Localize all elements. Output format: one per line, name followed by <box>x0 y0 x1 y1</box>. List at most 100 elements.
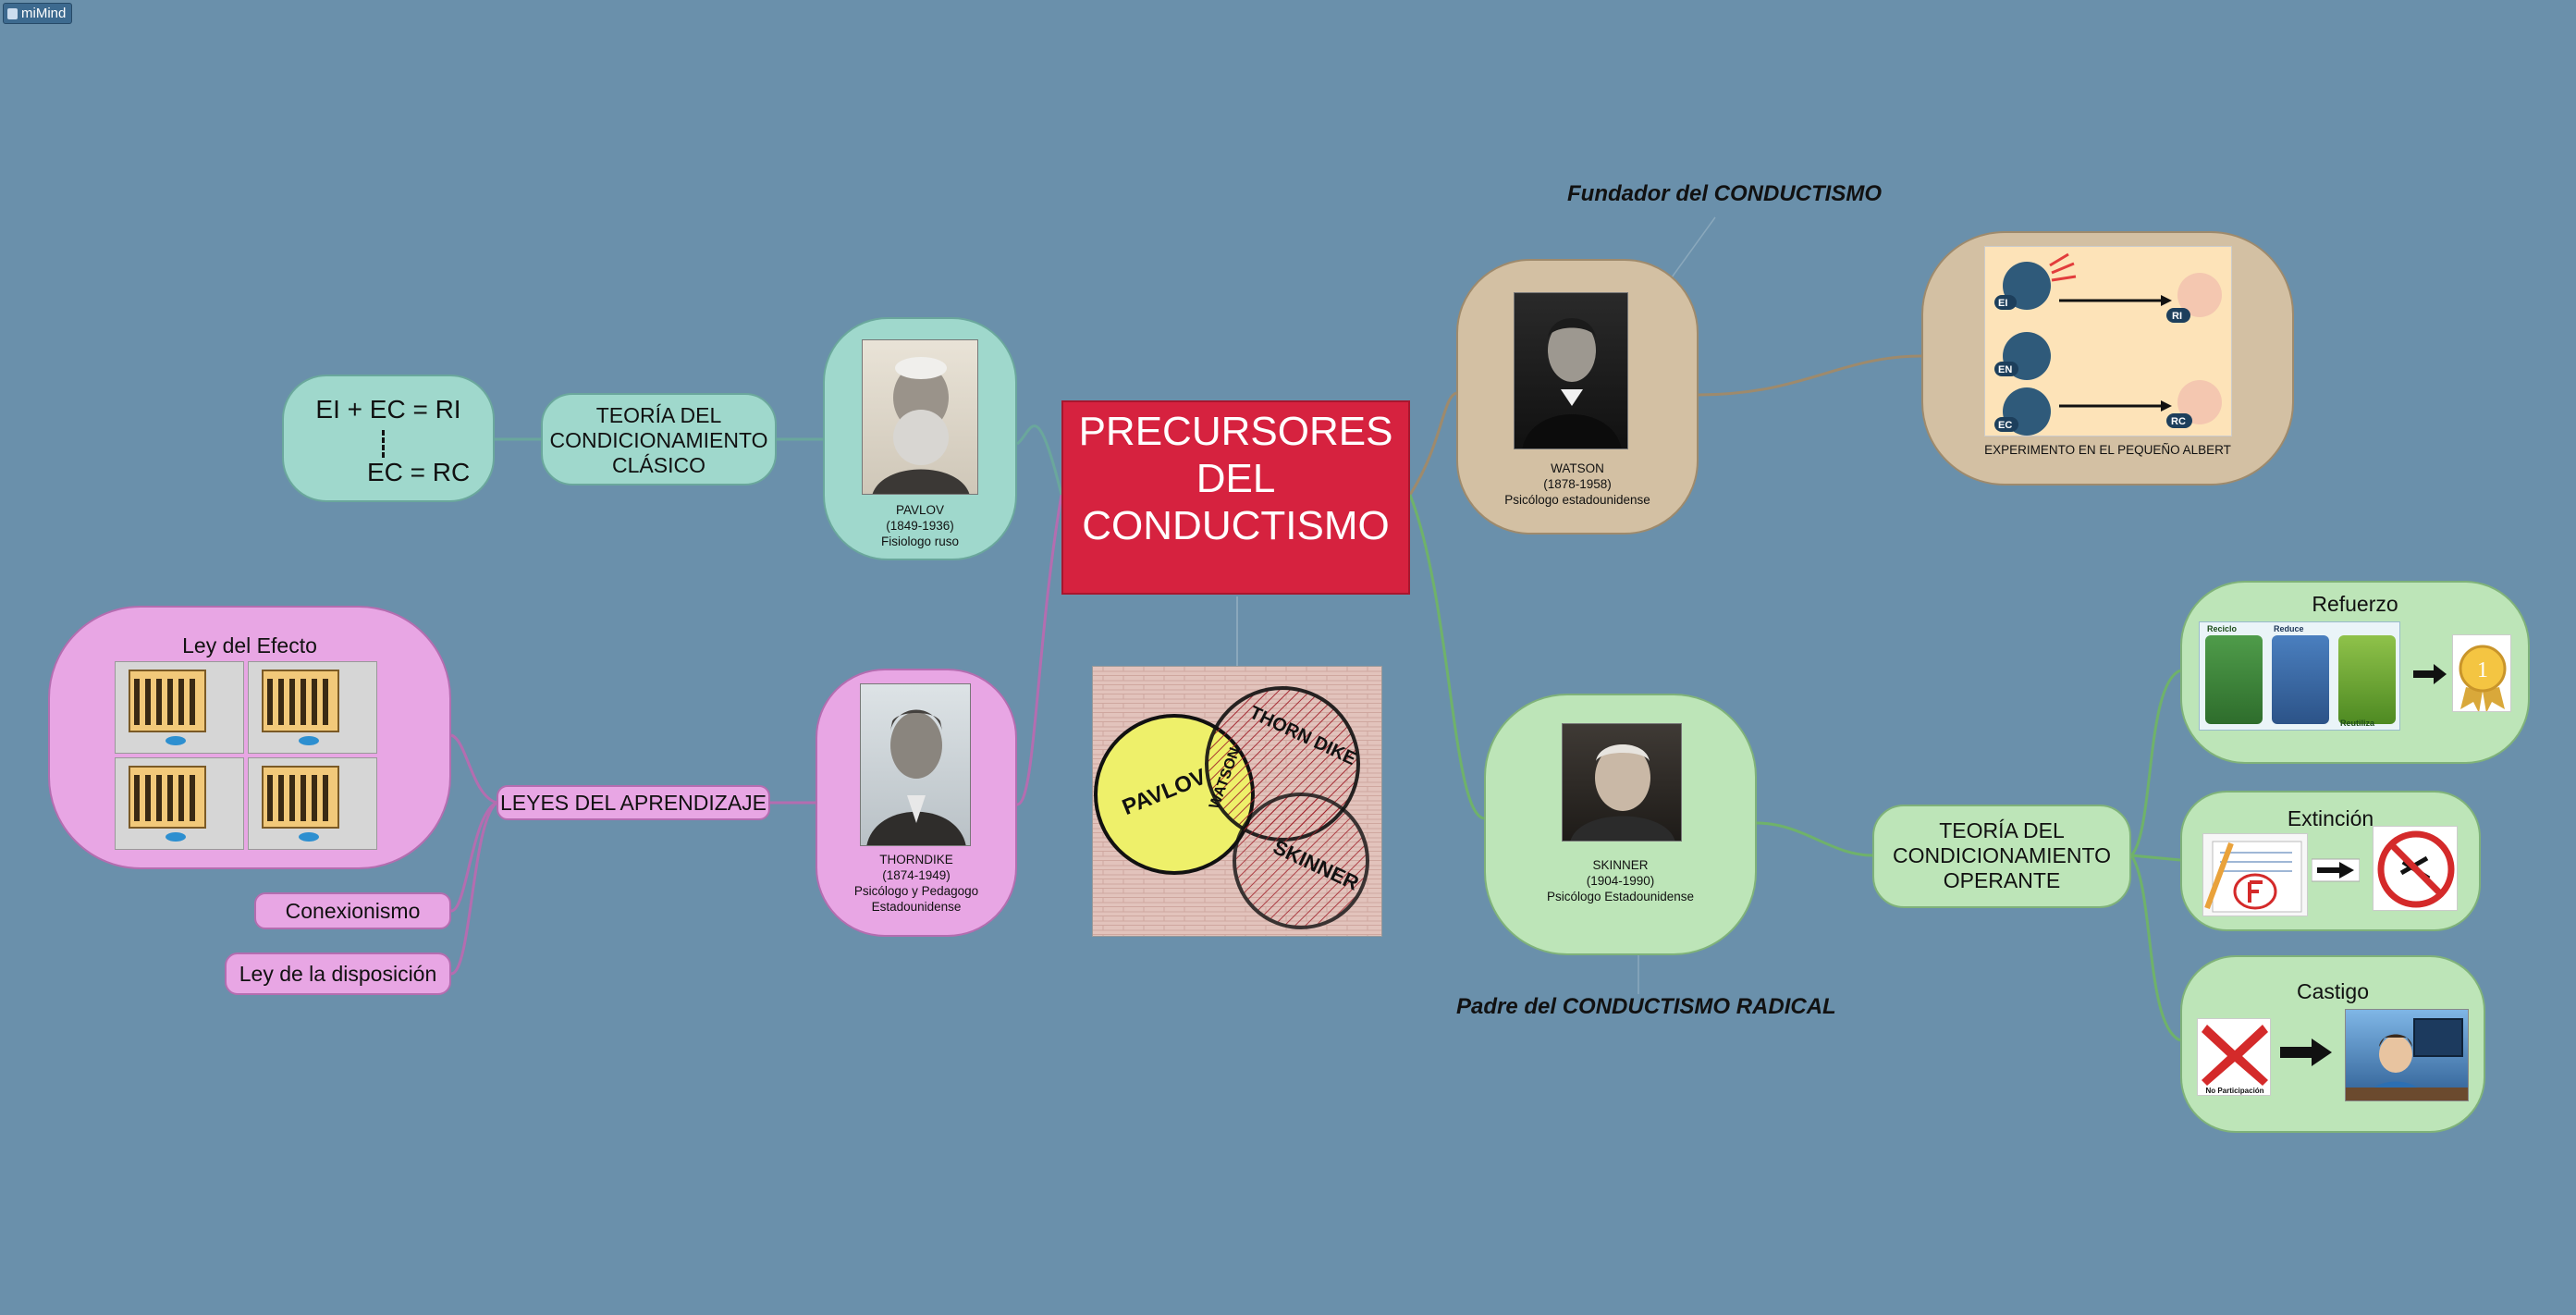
label-ei: EI <box>1998 298 2007 309</box>
arrow-right-icon <box>2280 1038 2332 1066</box>
classical-line-2: CONDICIONAMIENTO <box>549 428 768 452</box>
pavlov-name: PAVLOV <box>895 503 945 517</box>
thorndike-name: THORNDIKE <box>879 853 953 866</box>
label-ri: RI <box>2172 311 2182 322</box>
little-albert-drawing: EI RI EN EC RC <box>1994 252 2222 436</box>
watson-node[interactable]: WATSON (1878-1958) Psicólogo estadounide… <box>1456 259 1699 535</box>
stressed-student-image <box>2345 1009 2469 1101</box>
law-of-disposition-node[interactable]: Ley de la disposición <box>225 952 451 995</box>
formula-top: EI + EC = RI <box>315 395 461 424</box>
central-title-line-2: DEL <box>1196 456 1276 501</box>
skinner-role: Psicólogo Estadounidense <box>1546 890 1695 903</box>
skinner-caption: SKINNER (1904-1990) Psicólogo Estadounid… <box>1486 857 1755 904</box>
watson-photo <box>1514 292 1628 449</box>
pavlov-node[interactable]: PAVLOV (1849-1936) Fisiologo ruso <box>823 317 1017 560</box>
reinforcement-label-3: Reutiliza <box>2340 719 2375 728</box>
mimind-logo[interactable]: miMind <box>3 3 73 24</box>
skinner-years: (1904-1990) <box>1586 874 1655 888</box>
operant-conditioning-node[interactable]: TEORÍA DEL CONDICIONAMIENTO OPERANTE <box>1872 805 2131 908</box>
law-of-effect-title: Ley del Efecto <box>182 633 317 658</box>
reinforcement-image: Reciclo Reduce Reutiliza <box>2199 621 2400 731</box>
medal-number: 1 <box>2477 658 2488 682</box>
thorndike-photo <box>860 683 971 846</box>
stressed-student-drawing <box>2346 1018 2468 1100</box>
law-of-disposition-label: Ley de la disposición <box>239 962 437 986</box>
connectionism-node[interactable]: Conexionismo <box>254 892 451 929</box>
formula-divider <box>382 430 385 458</box>
no-sign-image <box>2373 826 2458 911</box>
arrow-right-icon <box>2311 857 2361 883</box>
skinner-photo <box>1562 723 1682 842</box>
prohibited-icon <box>2377 830 2455 908</box>
operant-line-2: CONDICIONAMIENTO <box>1893 843 2111 867</box>
watson-name: WATSON <box>1551 461 1604 475</box>
no-participation-label: No Participación <box>2205 1087 2263 1095</box>
venn-diagram-image[interactable]: PAVLOV WATSON THORN DIKE SKINNER <box>1092 666 1382 937</box>
extinction-title: Extinción <box>2287 806 2374 830</box>
watson-note: Fundador del CONDUCTISMO <box>1567 181 1882 206</box>
thorndike-portrait <box>866 709 966 845</box>
reinforcement-label-2: Reduce <box>2274 624 2304 633</box>
label-rc: RC <box>2171 416 2186 427</box>
pavlov-portrait <box>872 357 970 494</box>
red-x-icon: No Participación <box>2202 1025 2268 1095</box>
learning-laws-node[interactable]: LEYES DEL APRENDIZAJE <box>497 785 770 820</box>
pavlov-caption: PAVLOV (1849-1936) Fisiologo ruso <box>825 502 1015 549</box>
operant-line-3: OPERANTE <box>1943 868 2061 892</box>
little-albert-node[interactable]: EI RI EN EC RC EXPERIMENTO EN EL PEQUEÑO… <box>1921 231 2294 485</box>
central-node[interactable]: PRECURSORES DEL CONDUCTISMO <box>1061 400 1410 595</box>
watson-portrait <box>1522 318 1622 449</box>
app-logo-text: miMind <box>21 6 67 21</box>
thorndike-node[interactable]: THORNDIKE (1874-1949) Psicólogo y Pedago… <box>816 669 1017 937</box>
learning-laws-label: LEYES DEL APRENDIZAJE <box>499 791 767 815</box>
extinction-node[interactable]: Extinción <box>2180 791 2481 931</box>
punishment-title: Castigo <box>2297 979 2369 1003</box>
pavlov-role: Fisiologo ruso <box>880 535 960 548</box>
puzzle-box-1 <box>115 661 244 754</box>
central-title-line-3: CONDUCTISMO <box>1082 503 1390 548</box>
thorndike-caption: THORNDIKE (1874-1949) Psicólogo y Pedago… <box>817 852 1015 915</box>
puzzle-box-3 <box>115 757 244 850</box>
punishment-node[interactable]: Castigo No Participación <box>2180 955 2485 1133</box>
label-ec: EC <box>1998 420 2012 431</box>
skinner-name: SKINNER <box>1592 858 1649 872</box>
law-of-effect-node[interactable]: Ley del Efecto <box>48 606 451 869</box>
reinforcement-label-1: Reciclo <box>2207 624 2238 633</box>
thorndike-nationality: Estadounidense <box>871 900 962 914</box>
skinner-note: Padre del CONDUCTISMO RADICAL <box>1456 994 1836 1019</box>
reinforcement-node[interactable]: Refuerzo Reciclo Reduce Reutiliza 1 <box>2180 581 2530 764</box>
classical-line-1: TEORÍA DEL <box>595 403 722 427</box>
watson-role: Psicólogo estadounidense <box>1504 493 1650 507</box>
medal-image: 1 <box>2452 634 2511 712</box>
arrow-right-icon <box>2413 664 2447 684</box>
label-en: EN <box>1998 364 2012 375</box>
pavlov-years: (1849-1936) <box>886 519 954 533</box>
puzzle-box-2 <box>248 661 377 754</box>
little-albert-caption: EXPERIMENTO EN EL PEQUEÑO ALBERT <box>1984 443 2231 457</box>
exam-grade-drawing <box>2204 841 2302 913</box>
no-participation-image: No Participación <box>2197 1018 2271 1096</box>
reinforcement-title: Refuerzo <box>2312 592 2398 616</box>
formula-node[interactable]: EI + EC = RI EC = RC <box>282 375 495 502</box>
exam-grade-image <box>2202 833 2308 916</box>
little-albert-diagram: EI RI EN EC RC <box>1984 246 2232 436</box>
skinner-node[interactable]: SKINNER (1904-1990) Psicólogo Estadounid… <box>1484 694 1757 955</box>
operant-line-1: TEORÍA DEL <box>1939 818 2065 842</box>
classical-conditioning-node[interactable]: TEORÍA DEL CONDICIONAMIENTO CLÁSICO <box>541 393 777 485</box>
puzzle-box-images <box>115 661 377 850</box>
pavlov-photo <box>862 339 978 495</box>
central-title-line-1: PRECURSORES <box>1078 409 1393 454</box>
thorndike-years: (1874-1949) <box>882 868 951 882</box>
venn-drawing: PAVLOV WATSON THORN DIKE SKINNER <box>1093 667 1381 936</box>
app-icon <box>7 7 18 19</box>
formula-bottom: EC = RC <box>367 458 471 486</box>
medal-icon: 1 <box>2459 645 2507 711</box>
skinner-portrait <box>1570 744 1675 841</box>
connectionism-label: Conexionismo <box>285 899 421 923</box>
thorndike-role: Psicólogo y Pedagogo <box>853 884 979 898</box>
watson-years: (1878-1958) <box>1543 477 1612 491</box>
classical-line-3: CLÁSICO <box>612 453 705 477</box>
puzzle-box-4 <box>248 757 377 850</box>
watson-caption: WATSON (1878-1958) Psicólogo estadounide… <box>1458 461 1697 508</box>
